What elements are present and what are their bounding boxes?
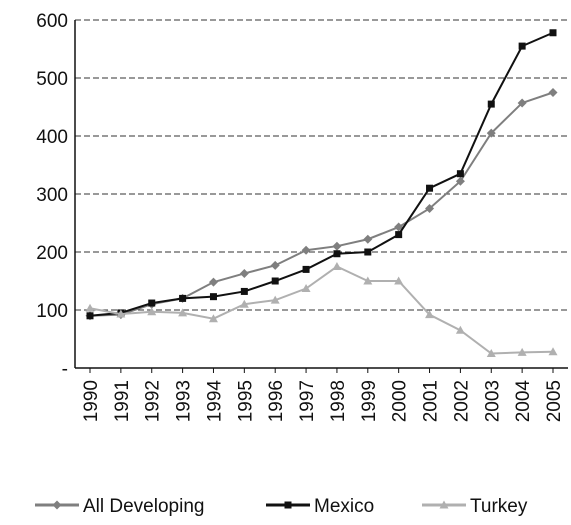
data-point <box>486 349 496 357</box>
data-point <box>208 277 218 287</box>
data-point <box>208 314 218 323</box>
data-point <box>85 303 95 312</box>
data-point <box>548 347 558 356</box>
data-point <box>487 100 495 108</box>
data-point <box>270 295 280 304</box>
legend-label: All Developing <box>83 496 204 517</box>
data-point <box>148 299 156 307</box>
y-tick-label: 600 <box>36 11 68 32</box>
x-tick-label: 1991 <box>112 380 133 422</box>
data-point <box>394 276 404 285</box>
data-point <box>333 250 341 258</box>
data-point <box>548 88 558 97</box>
data-point <box>395 231 403 239</box>
x-tick-label: 1990 <box>81 380 102 422</box>
x-tick-label: 1999 <box>359 380 380 422</box>
legend-marker <box>439 500 449 509</box>
y-tick-label: 200 <box>36 243 68 264</box>
x-tick-label: 1996 <box>266 380 287 422</box>
data-point <box>147 307 157 316</box>
y-tick-label: 300 <box>36 185 68 206</box>
x-tick-label: 2001 <box>421 380 442 422</box>
data-point <box>517 347 527 356</box>
x-tick-label: 1995 <box>235 380 256 422</box>
data-point <box>271 277 279 285</box>
x-tick-label: 1997 <box>297 380 318 422</box>
data-point <box>549 29 557 37</box>
x-tick-label: 2002 <box>451 380 472 422</box>
data-point <box>455 325 465 334</box>
y-tick-label: - <box>62 359 68 380</box>
x-tick-label: 1998 <box>328 380 349 422</box>
data-point <box>332 262 342 270</box>
data-point <box>240 287 248 295</box>
data-point <box>239 268 249 278</box>
y-tick-label: 100 <box>36 301 68 322</box>
x-tick-label: 2005 <box>544 380 565 422</box>
data-point <box>517 98 527 108</box>
data-point <box>302 265 310 273</box>
data-point <box>364 248 372 256</box>
series-line <box>89 91 554 317</box>
data-point <box>456 170 464 178</box>
data-point <box>426 184 434 192</box>
legend-marker <box>52 500 62 510</box>
data-point <box>363 234 373 244</box>
x-tick-label: 2003 <box>482 380 503 422</box>
y-tick-label: 500 <box>36 69 68 90</box>
y-tick-label: 400 <box>36 127 68 148</box>
legend-label: Turkey <box>470 496 528 517</box>
data-point <box>239 299 249 308</box>
x-tick-label: 1994 <box>204 380 225 423</box>
series-line <box>89 31 554 317</box>
x-tick-label: 1992 <box>143 380 164 422</box>
x-tick-label: 2004 <box>513 380 534 423</box>
data-point <box>301 284 311 293</box>
data-point <box>486 128 496 138</box>
data-point <box>209 293 217 301</box>
data-point <box>425 310 435 319</box>
data-point <box>332 241 342 251</box>
data-point <box>301 245 311 255</box>
x-tick-label: 2000 <box>390 380 411 422</box>
data-point <box>425 204 435 213</box>
data-point <box>518 42 526 50</box>
series-line <box>89 265 554 355</box>
legend-marker <box>284 501 292 509</box>
data-point <box>394 222 404 232</box>
data-point <box>86 312 94 320</box>
data-point <box>455 176 465 186</box>
data-point <box>179 294 187 302</box>
data-point <box>178 308 188 317</box>
legend-label: Mexico <box>314 496 374 517</box>
data-point <box>116 309 126 318</box>
data-point <box>363 276 373 285</box>
x-tick-label: 1993 <box>174 380 195 422</box>
data-point <box>270 260 280 270</box>
